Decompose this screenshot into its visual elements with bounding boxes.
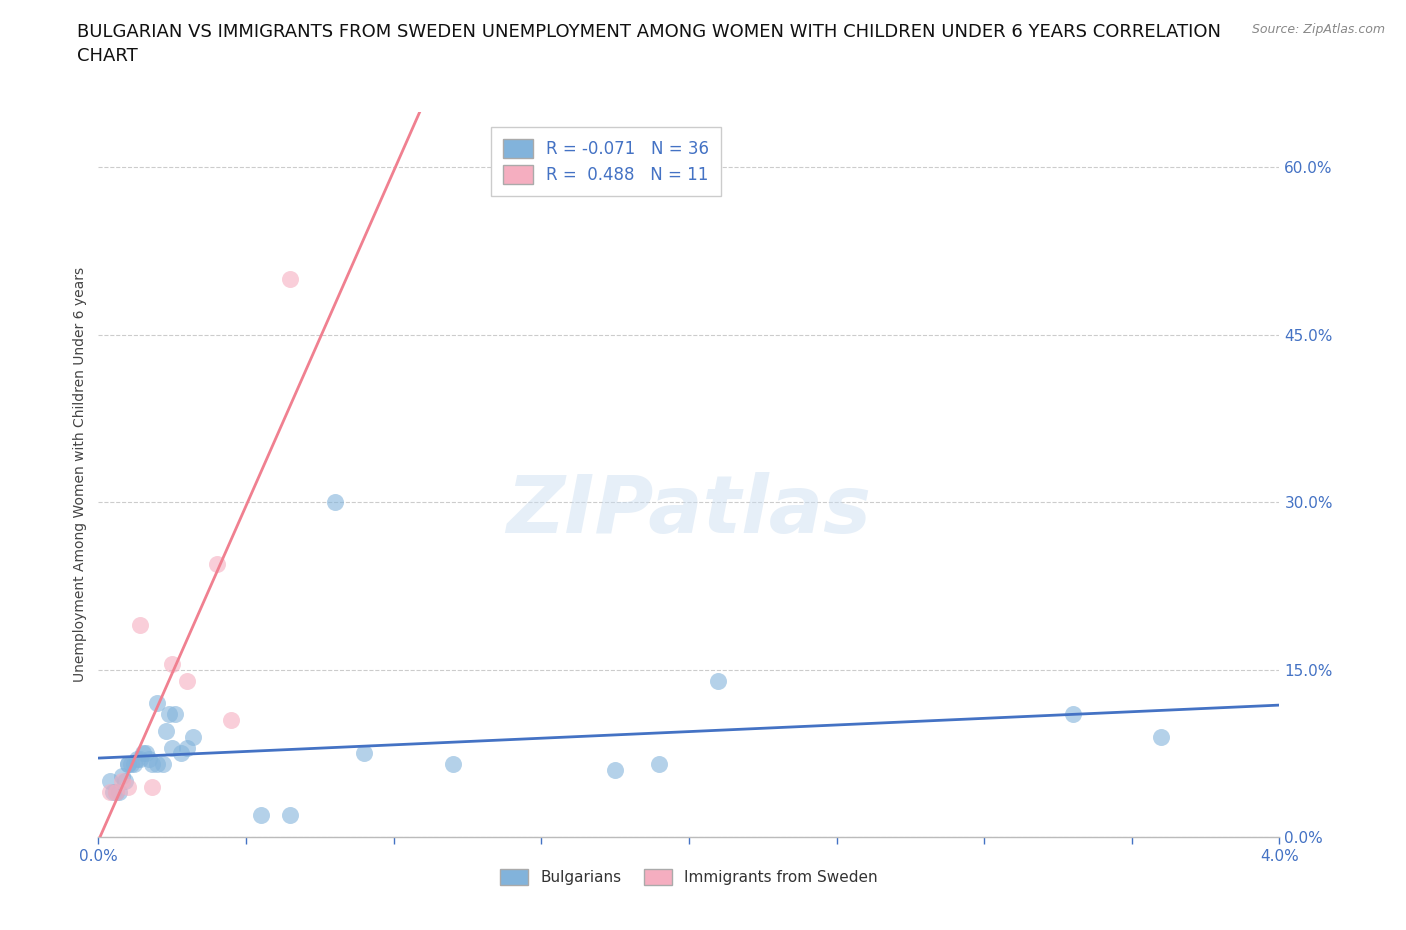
Point — [323, 495, 346, 510]
Point — [114, 774, 136, 789]
Point — [146, 757, 169, 772]
Point — [280, 807, 302, 822]
Point — [353, 746, 375, 761]
Point — [1150, 729, 1173, 744]
Point — [141, 779, 163, 794]
Point — [128, 618, 150, 632]
Point — [128, 751, 150, 766]
Y-axis label: Unemployment Among Women with Children Under 6 years: Unemployment Among Women with Children U… — [73, 267, 87, 682]
Point — [280, 272, 302, 286]
Point — [170, 746, 193, 761]
Text: ZIPatlas: ZIPatlas — [506, 472, 872, 550]
Point — [250, 807, 273, 822]
Point — [1062, 707, 1084, 722]
Point — [132, 746, 155, 761]
Text: Source: ZipAtlas.com: Source: ZipAtlas.com — [1251, 23, 1385, 36]
Legend: Bulgarians, Immigrants from Sweden: Bulgarians, Immigrants from Sweden — [495, 863, 883, 891]
Point — [176, 673, 198, 688]
Point — [157, 707, 180, 722]
Point — [103, 785, 125, 800]
Point — [117, 757, 139, 772]
Point — [162, 740, 183, 755]
Point — [181, 729, 204, 744]
Point — [441, 757, 464, 772]
Point — [105, 785, 128, 800]
Point — [111, 774, 134, 789]
Point — [138, 751, 160, 766]
Point — [135, 746, 157, 761]
Point — [122, 757, 145, 772]
Point — [221, 712, 243, 727]
Point — [125, 751, 148, 766]
Point — [98, 774, 121, 789]
Point — [117, 779, 139, 794]
Point — [648, 757, 671, 772]
Point — [152, 757, 174, 772]
Point — [141, 757, 163, 772]
Point — [146, 696, 169, 711]
Point — [98, 785, 121, 800]
Point — [165, 707, 187, 722]
Point — [707, 673, 730, 688]
Point — [162, 657, 183, 671]
Point — [120, 757, 142, 772]
Point — [176, 740, 198, 755]
Point — [117, 757, 139, 772]
Point — [105, 785, 128, 800]
Point — [205, 556, 228, 571]
Point — [108, 785, 131, 800]
Point — [155, 724, 177, 738]
Text: BULGARIAN VS IMMIGRANTS FROM SWEDEN UNEMPLOYMENT AMONG WOMEN WITH CHILDREN UNDER: BULGARIAN VS IMMIGRANTS FROM SWEDEN UNEM… — [77, 23, 1222, 65]
Point — [111, 768, 134, 783]
Point — [605, 763, 627, 777]
